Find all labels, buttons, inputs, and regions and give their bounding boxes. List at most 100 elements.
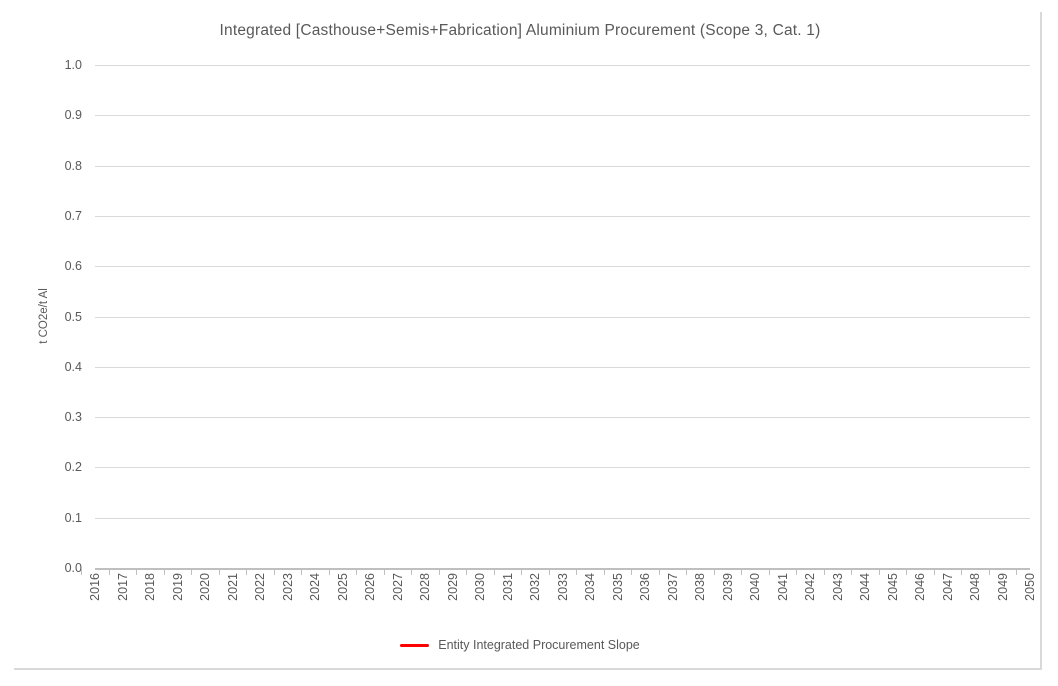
x-axis-tick-mark bbox=[631, 568, 633, 575]
horizontal-gridline bbox=[95, 65, 1030, 66]
y-tick-label: 0.9 bbox=[64, 108, 82, 123]
x-tick-label: 2035 bbox=[610, 573, 625, 601]
x-tick-label: 2023 bbox=[280, 573, 295, 601]
x-axis-tick-mark bbox=[603, 568, 605, 575]
x-axis-tick-mark bbox=[136, 568, 138, 575]
x-tick-label: 2044 bbox=[858, 573, 872, 601]
x-tick-label: 2022 bbox=[253, 573, 267, 601]
horizontal-gridline bbox=[95, 417, 1030, 419]
y-tick-label: 1.0 bbox=[64, 58, 82, 72]
x-axis-tick-mark bbox=[906, 568, 908, 575]
x-tick-label: 2043 bbox=[830, 573, 845, 601]
x-axis-tick-mark bbox=[741, 568, 743, 575]
x-tick-label: 2048 bbox=[968, 573, 982, 601]
x-tick-label: 2030 bbox=[473, 573, 487, 601]
x-axis-tick-mark bbox=[163, 568, 165, 575]
y-tick-label: 0.6 bbox=[64, 259, 82, 274]
horizontal-gridline bbox=[95, 115, 1030, 117]
x-axis-tick-mark bbox=[961, 568, 963, 575]
x-tick-label: 2050 bbox=[1023, 573, 1037, 601]
x-axis-tick-mark bbox=[686, 568, 688, 575]
x-tick-label: 2024 bbox=[308, 573, 322, 601]
x-tick-label: 2034 bbox=[583, 573, 597, 601]
x-tick-label: 2040 bbox=[748, 573, 762, 601]
x-tick-label: 2047 bbox=[940, 573, 955, 601]
x-tick-label: 2032 bbox=[528, 573, 542, 601]
x-tick-label: 2045 bbox=[885, 573, 900, 601]
x-axis-tick-mark bbox=[246, 568, 248, 575]
x-axis-tick-mark bbox=[466, 568, 468, 575]
x-tick-label: 2026 bbox=[363, 573, 377, 601]
x-tick-label: 2027 bbox=[390, 573, 405, 601]
horizontal-gridline bbox=[95, 215, 1030, 217]
x-axis-tick-mark bbox=[658, 568, 660, 575]
x-axis-tick-mark bbox=[356, 568, 358, 575]
chart-title: Integrated [Casthouse+Semis+Fabrication]… bbox=[219, 22, 821, 39]
y-tick-label: 0.0 bbox=[64, 561, 82, 575]
x-axis-tick-mark bbox=[493, 568, 495, 575]
y-tick-label: 0.4 bbox=[64, 359, 82, 374]
y-tick-label: 0.5 bbox=[64, 309, 82, 324]
chart-frame-right-border bbox=[1040, 12, 1042, 669]
y-tick-label: 0.3 bbox=[64, 410, 82, 425]
x-axis-tick-mark bbox=[218, 568, 220, 575]
x-tick-label: 2031 bbox=[500, 573, 515, 601]
x-axis-tick-mark bbox=[328, 568, 330, 575]
x-axis-tick-mark bbox=[823, 568, 825, 575]
x-tick-label: 2049 bbox=[995, 573, 1010, 601]
x-tick-label: 2041 bbox=[775, 573, 790, 601]
x-axis-tick-mark bbox=[411, 568, 413, 575]
x-axis-tick-mark bbox=[108, 568, 110, 575]
legend: Entity Integrated Procurement Slope bbox=[0, 638, 1040, 652]
x-axis-tick-mark bbox=[768, 568, 770, 575]
x-axis-tick-mark bbox=[301, 568, 303, 575]
x-tick-label: 2029 bbox=[445, 573, 460, 601]
chart-frame-bottom-border bbox=[14, 668, 1042, 670]
x-axis-tick-mark bbox=[438, 568, 440, 575]
x-axis-tick-mark bbox=[576, 568, 578, 575]
x-tick-label: 2042 bbox=[803, 573, 817, 601]
x-axis-line bbox=[95, 568, 1030, 570]
x-tick-label: 2037 bbox=[665, 573, 680, 601]
y-tick-label: 0.8 bbox=[64, 158, 82, 173]
legend-label: Entity Integrated Procurement Slope bbox=[438, 638, 640, 652]
x-axis-tick-mark bbox=[1016, 568, 1018, 575]
x-axis-tick-mark bbox=[796, 568, 798, 575]
x-axis-tick-mark bbox=[933, 568, 935, 575]
x-tick-label: 2018 bbox=[143, 573, 157, 601]
horizontal-gridline bbox=[95, 266, 1030, 268]
x-tick-label: 2021 bbox=[225, 573, 240, 601]
x-axis-tick-mark bbox=[988, 568, 990, 575]
x-tick-label: 2025 bbox=[335, 573, 350, 601]
y-tick-label: 0.7 bbox=[64, 208, 82, 223]
x-tick-label: 2039 bbox=[720, 573, 735, 601]
y-tick-label: 0.1 bbox=[64, 510, 82, 525]
x-axis-tick-mark bbox=[548, 568, 550, 575]
x-tick-label: 2028 bbox=[418, 573, 432, 601]
x-axis-tick-mark bbox=[273, 568, 275, 575]
horizontal-gridline bbox=[95, 467, 1030, 469]
horizontal-gridline bbox=[95, 316, 1030, 318]
legend-line-marker bbox=[400, 643, 430, 647]
x-tick-label: 2038 bbox=[693, 573, 707, 601]
x-tick-label: 2046 bbox=[913, 573, 927, 601]
horizontal-gridline bbox=[95, 517, 1030, 519]
x-axis-tick-mark bbox=[81, 568, 83, 575]
y-tick-label: 0.2 bbox=[64, 460, 82, 475]
x-axis-tick-mark bbox=[521, 568, 523, 575]
x-axis-tick-mark bbox=[713, 568, 715, 575]
x-axis-tick-mark bbox=[383, 568, 385, 575]
horizontal-gridline bbox=[95, 165, 1030, 167]
x-axis-tick-mark bbox=[878, 568, 880, 575]
x-tick-label: 2036 bbox=[638, 573, 652, 601]
x-tick-label: 2016 bbox=[88, 573, 102, 601]
x-tick-label: 2017 bbox=[115, 573, 130, 601]
x-axis-tick-mark bbox=[191, 568, 193, 575]
x-tick-label: 2020 bbox=[198, 573, 212, 601]
horizontal-gridline bbox=[95, 366, 1030, 368]
x-axis-tick-mark bbox=[851, 568, 853, 575]
x-tick-label: 2019 bbox=[170, 573, 185, 601]
x-tick-label: 2033 bbox=[555, 573, 570, 601]
